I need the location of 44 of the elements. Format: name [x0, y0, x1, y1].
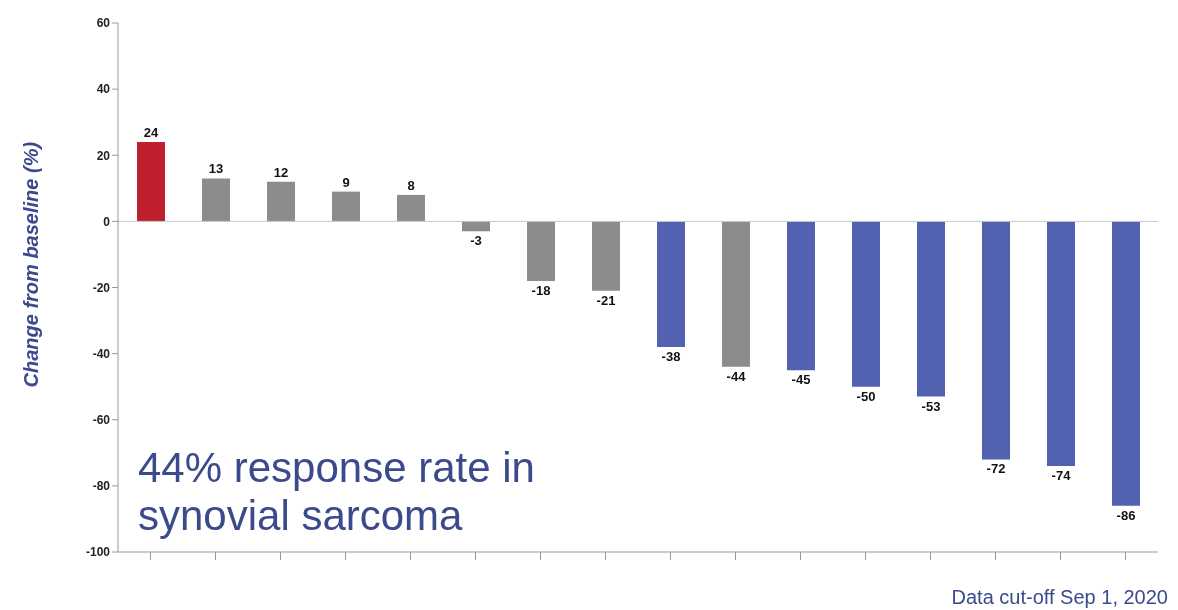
bar — [722, 221, 750, 367]
y-tick-label: -100 — [85, 545, 111, 560]
annotation: 44% response rate in synovial sarcoma — [138, 444, 536, 540]
data-label: -18 — [531, 282, 551, 298]
data-label: 24 — [143, 125, 159, 141]
data-label: 8 — [407, 177, 415, 193]
y-tick-label: 20 — [96, 148, 111, 163]
data-label: -21 — [596, 292, 616, 308]
y-tick-label: -80 — [92, 479, 111, 494]
bar — [267, 181, 295, 222]
data-label: -50 — [856, 388, 876, 404]
data-label: -44 — [726, 368, 747, 384]
bar — [852, 221, 880, 387]
data-label: -72 — [986, 461, 1006, 477]
y-tick-label: 40 — [96, 82, 111, 97]
bar — [1112, 221, 1140, 506]
bar — [592, 221, 620, 291]
data-label: -86 — [1116, 507, 1136, 523]
data-label: 9 — [342, 174, 350, 190]
data-label: 12 — [273, 164, 289, 180]
data-label: -74 — [1051, 468, 1072, 484]
data-label: -53 — [921, 398, 941, 414]
y-tick-label: 60 — [96, 16, 111, 31]
y-tick-label: 0 — [103, 214, 111, 229]
bar — [202, 178, 230, 222]
y-axis-title: Change from baseline (%) — [20, 141, 43, 388]
bar — [137, 142, 165, 222]
bar — [982, 221, 1010, 460]
y-tick-label: -60 — [92, 413, 111, 428]
bar — [917, 221, 945, 397]
bar — [527, 221, 555, 281]
bar — [1047, 221, 1075, 467]
data-label: -45 — [791, 372, 811, 388]
bar — [397, 194, 425, 222]
text: Data cut-off Sep 1, 2020 — [951, 586, 1168, 609]
data-label: -38 — [661, 349, 681, 365]
bar — [462, 221, 490, 232]
y-tick-label: -20 — [92, 280, 111, 295]
bar — [657, 221, 685, 348]
data-label: -3 — [470, 233, 482, 249]
bar — [332, 191, 360, 222]
y-tick-label: -40 — [92, 346, 111, 361]
bar — [787, 221, 815, 371]
data-label: 13 — [208, 161, 224, 177]
